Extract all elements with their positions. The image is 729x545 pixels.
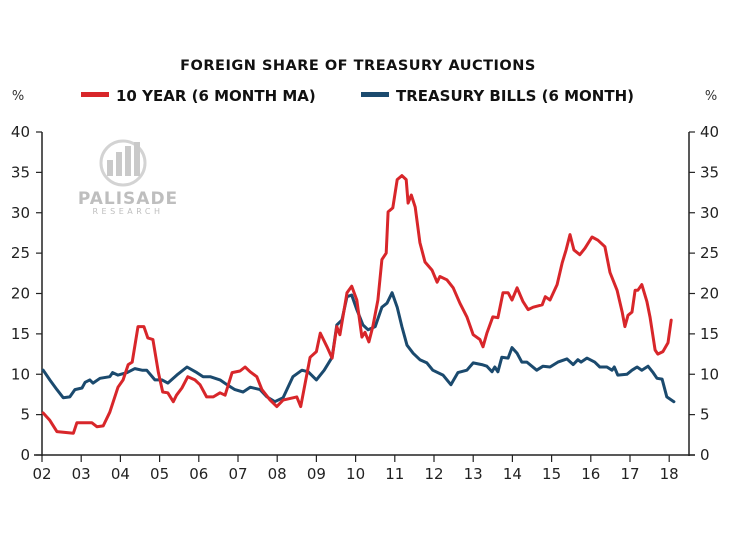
x-tick-label: 17 (620, 465, 639, 483)
logo-bar-icon (107, 160, 113, 176)
x-tick-label: 18 (660, 465, 679, 483)
legend-swatch-treasury-bills (361, 92, 389, 97)
x-tick-label: 06 (189, 465, 208, 483)
series-group (41, 174, 676, 435)
y-tick-label-left: 40 (11, 123, 30, 141)
watermark-name: PALISADE (78, 189, 178, 209)
y-tick-label-right: 10 (700, 365, 719, 383)
x-tick-label: 05 (150, 465, 169, 483)
y-axis-label-left: % (12, 89, 24, 104)
x-tick-label: 09 (307, 465, 326, 483)
x-tick-label: 08 (268, 465, 287, 483)
logo-bar-icon (116, 152, 122, 176)
y-tick-label-right: 0 (700, 446, 710, 464)
y-tick-label-left: 20 (11, 285, 30, 303)
series-line-10-year (41, 174, 673, 435)
y-tick-label-left: 0 (20, 446, 30, 464)
y-tick-label-left: 30 (11, 204, 30, 222)
legend: 10 YEAR (6 MONTH MA) TREASURY BILLS (6 M… (81, 87, 634, 105)
x-tick-label: 11 (385, 465, 404, 483)
legend-label-10-year: 10 YEAR (6 MONTH MA) (116, 87, 316, 105)
y-tick-label-right: 40 (700, 123, 719, 141)
watermark-sub: RESEARCH (93, 207, 164, 216)
y-tick-label-right: 5 (700, 406, 710, 424)
y-tick-label-left: 10 (11, 365, 30, 383)
logo-circle-icon (99, 139, 147, 187)
y-tick-label-left: 35 (11, 163, 30, 181)
y-tick-label-left: 25 (11, 244, 30, 262)
x-tick-label: 14 (503, 465, 522, 483)
y-tick-label-right: 20 (700, 285, 719, 303)
x-tick-label: 13 (464, 465, 483, 483)
legend-swatch-10-year (81, 92, 109, 97)
chart-title: FOREIGN SHARE OF TREASURY AUCTIONS (180, 58, 536, 74)
y-tick-label-left: 15 (11, 325, 30, 343)
legend-label-treasury-bills: TREASURY BILLS (6 MONTH) (396, 87, 634, 105)
y-tick-label-right: 35 (700, 163, 719, 181)
x-tick-label: 10 (346, 465, 365, 483)
y-tick-label-right: 25 (700, 244, 719, 262)
y-tick-label-right: 15 (700, 325, 719, 343)
x-tick-label: 15 (542, 465, 561, 483)
series-line-treasury-bills (41, 291, 676, 404)
y-tick-label-right: 30 (700, 204, 719, 222)
x-tick-label: 16 (581, 465, 600, 483)
x-tick-label: 03 (72, 465, 91, 483)
x-tick-label: 04 (111, 465, 130, 483)
logo-bar-icon (125, 146, 131, 176)
x-tick-label: 02 (32, 465, 51, 483)
watermark-logo: PALISADE RESEARCH (78, 139, 178, 216)
y-tick-label-left: 5 (20, 406, 30, 424)
y-axis-label-right: % (705, 89, 717, 104)
x-tick-label: 12 (424, 465, 443, 483)
x-tick-label: 07 (228, 465, 247, 483)
logo-bar-icon (134, 142, 140, 176)
